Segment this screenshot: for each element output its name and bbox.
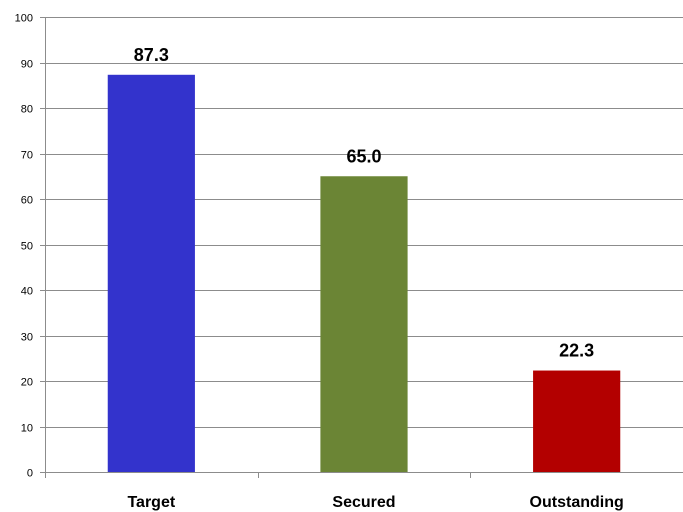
y-tick-label-90: 90 xyxy=(21,59,33,71)
y-tick-label-100: 100 xyxy=(15,13,33,25)
data-label-secured: 65.0 xyxy=(346,146,381,166)
data-labels: 87.3 65.0 22.3 xyxy=(134,45,594,361)
y-tick-label-0: 0 xyxy=(27,468,33,480)
y-tick-label-60: 60 xyxy=(21,195,33,207)
y-tick-label-80: 80 xyxy=(21,104,33,116)
bar-target xyxy=(107,74,195,472)
data-label-target: 87.3 xyxy=(134,45,169,65)
bars xyxy=(107,74,621,472)
x-tick-label-outstanding: Outstanding xyxy=(530,494,624,511)
y-tick-label-30: 30 xyxy=(21,332,33,344)
bar-outstanding xyxy=(533,370,621,472)
bar-secured xyxy=(320,176,408,472)
data-label-outstanding: 22.3 xyxy=(559,341,594,361)
x-axis: Target Secured Outstanding xyxy=(45,17,624,511)
y-tick-label-50: 50 xyxy=(21,241,33,253)
y-tick-label-40: 40 xyxy=(21,286,33,298)
y-tick-label-10: 10 xyxy=(21,423,33,435)
y-axis-ticks: 0 10 20 30 40 50 60 70 80 90 100 xyxy=(15,13,33,480)
y-tick-label-20: 20 xyxy=(21,377,33,389)
y-tick-label-70: 70 xyxy=(21,150,33,162)
x-tick-label-target: Target xyxy=(127,494,175,511)
x-tick-label-secured: Secured xyxy=(332,494,395,511)
